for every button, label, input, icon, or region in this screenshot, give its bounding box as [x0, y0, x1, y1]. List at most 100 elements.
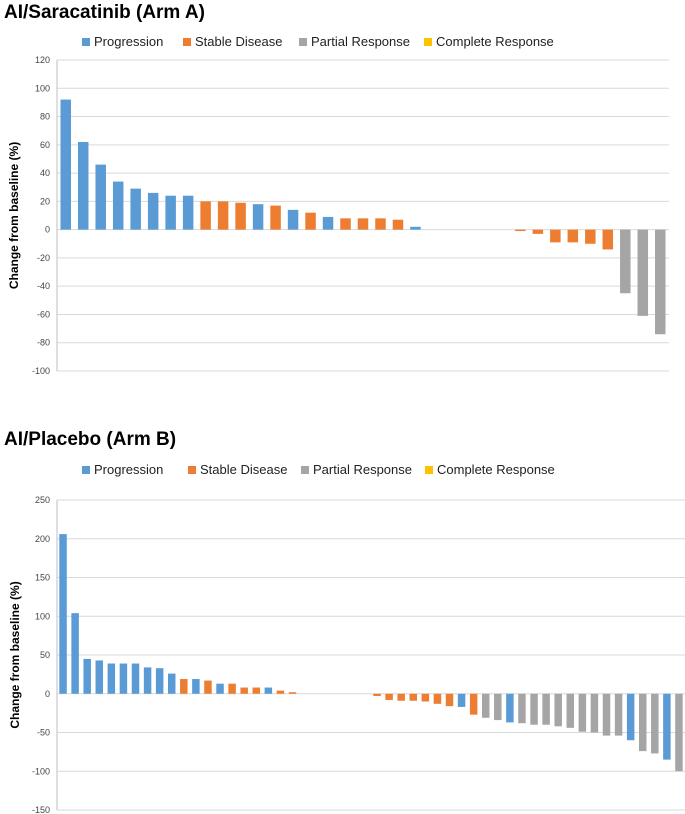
bar	[518, 693, 526, 724]
waterfall-chart-a: Progression Stable Disease Partial Respons…	[7, 34, 669, 376]
bar	[626, 693, 635, 741]
legend-label: Progression	[94, 34, 163, 49]
y-tick-label: 50	[40, 650, 50, 660]
bar	[409, 693, 418, 701]
legend-label: Progression	[94, 462, 163, 477]
bar	[494, 693, 502, 721]
bar	[532, 229, 544, 234]
y-tick-label: 60	[40, 140, 50, 150]
chart-arm-b: AI/Placebo (Arm B) Progression Stable Dis…	[0, 412, 685, 814]
y-tick-label: 100	[35, 611, 50, 621]
bar	[252, 204, 264, 230]
legend-swatch	[424, 38, 432, 46]
legend-entry: Partial Response	[301, 462, 412, 477]
legend-swatch	[299, 38, 307, 46]
bar	[270, 205, 281, 230]
bar	[392, 219, 404, 230]
y-tick-label: 100	[35, 83, 50, 93]
bar	[59, 534, 67, 694]
y-tick-label: 0	[45, 689, 50, 699]
bar	[264, 687, 273, 694]
y-tick-label: 250	[35, 495, 50, 505]
legend-swatch	[425, 466, 433, 474]
bar	[397, 693, 405, 701]
bar	[481, 693, 490, 718]
bar	[204, 680, 212, 694]
bar	[457, 693, 466, 707]
bar	[567, 229, 579, 243]
bar	[578, 693, 587, 732]
y-tick-label: -100	[32, 366, 50, 376]
bar	[305, 212, 316, 230]
bar	[107, 663, 116, 694]
bar	[375, 218, 386, 230]
bar	[385, 693, 393, 700]
bar	[165, 195, 176, 230]
bar	[554, 693, 562, 727]
legend-entry: Complete Response	[425, 462, 555, 477]
bar	[60, 99, 71, 230]
bar	[77, 141, 89, 230]
bar	[515, 229, 526, 232]
bar	[340, 218, 351, 230]
y-tick-label: -40	[37, 281, 50, 291]
bar	[252, 687, 261, 694]
legend-label: Stable Disease	[200, 462, 287, 477]
legend-entry: Partial Response	[299, 34, 410, 49]
chart-title: AI/Saracatinib (Arm A)	[4, 2, 205, 23]
bar	[240, 687, 248, 694]
y-tick-label: 20	[40, 196, 50, 206]
bar	[638, 693, 647, 752]
bar	[421, 693, 430, 702]
legend-swatch	[301, 466, 309, 474]
bar	[228, 683, 236, 694]
bar	[663, 693, 671, 760]
bar	[167, 673, 176, 694]
bar	[620, 229, 631, 294]
bar	[566, 693, 575, 728]
legend-label: Complete Response	[436, 34, 554, 49]
y-tick-label: -50	[37, 728, 50, 738]
legend-label: Partial Response	[313, 462, 412, 477]
bar	[95, 164, 106, 230]
bar	[675, 693, 683, 772]
y-tick-label: 200	[35, 534, 50, 544]
waterfall-chart-b: Progression Stable Disease Partial Respons…	[8, 462, 685, 814]
bar	[590, 693, 599, 733]
bar	[655, 229, 666, 335]
bar	[651, 693, 659, 754]
legend-swatch	[82, 38, 90, 46]
y-tick-label: -20	[37, 253, 50, 263]
chart-arm-a: AI/Saracatinib (Arm A) Progression Stable…	[0, 0, 685, 395]
bar	[322, 216, 334, 230]
bar	[550, 229, 561, 243]
bar	[530, 693, 538, 725]
bar	[112, 181, 124, 230]
bar	[506, 693, 514, 723]
bar	[585, 229, 596, 244]
bar	[216, 683, 224, 694]
bar	[131, 663, 140, 694]
legend-entry: Progression	[82, 462, 163, 477]
y-tick-label: 120	[35, 55, 50, 65]
bar	[410, 226, 421, 230]
bar	[542, 693, 550, 725]
y-tick-label: -100	[32, 766, 50, 776]
bar	[95, 660, 104, 694]
chart-title: AI/Placebo (Arm B)	[4, 429, 177, 450]
bar	[433, 693, 442, 704]
y-tick-label: 80	[40, 112, 50, 122]
y-tick-label: 40	[40, 168, 50, 178]
bar	[182, 195, 194, 230]
bar	[130, 188, 141, 230]
bar	[155, 668, 164, 694]
y-tick-label: -60	[37, 309, 50, 319]
legend-label: Stable Disease	[195, 34, 282, 49]
y-tick-label: 0	[45, 225, 50, 235]
legend-entry: Stable Disease	[183, 34, 282, 49]
legend-label: Complete Response	[437, 462, 555, 477]
bar	[445, 693, 454, 707]
legend-label: Partial Response	[311, 34, 410, 49]
bar	[119, 663, 128, 694]
legend-swatch	[183, 38, 191, 46]
